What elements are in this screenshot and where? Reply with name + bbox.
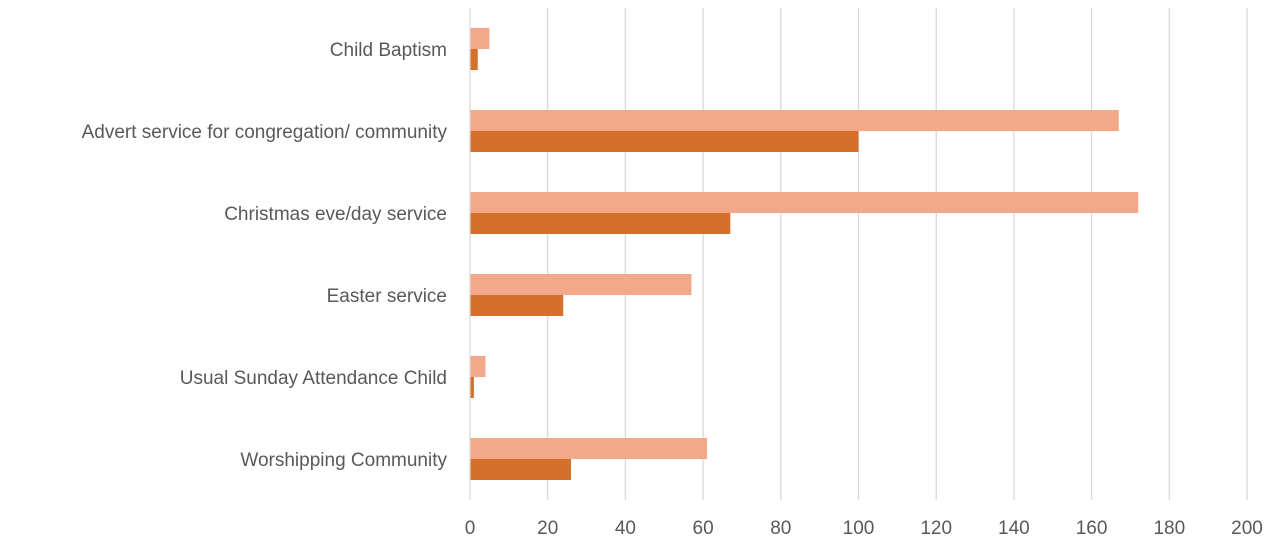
- category-label: Child Baptism: [330, 40, 447, 61]
- bar-series-2-6: [470, 459, 572, 480]
- x-tick-label: 180: [1153, 518, 1185, 539]
- category-labels: Child Baptism Advert service for congrega…: [82, 40, 448, 471]
- bar-series-1-2: [470, 110, 1119, 131]
- x-tick-labels: 0 20 40 60 80 100 120 140 160 180 200: [465, 518, 1263, 539]
- category-label: Easter service: [327, 286, 447, 307]
- x-tick-label: 120: [920, 518, 952, 539]
- category-label: Usual Sunday Attendance Child: [180, 368, 447, 389]
- category-label: Christmas eve/day service: [224, 204, 447, 225]
- x-tick-label: 20: [537, 518, 558, 539]
- x-tick-label: 40: [615, 518, 636, 539]
- bar-series-2-1: [470, 49, 478, 70]
- bar-series-1-1: [470, 28, 490, 49]
- bar-series-2-5: [470, 377, 474, 398]
- bar-series-1-6: [470, 438, 707, 459]
- category-label: Advert service for congregation/ communi…: [82, 122, 448, 143]
- bar-series-1-3: [470, 192, 1139, 213]
- bar-series-1-4: [470, 274, 692, 295]
- x-tick-label: 60: [693, 518, 714, 539]
- category-label: Worshipping Community: [240, 450, 447, 471]
- bar-series-1-5: [470, 356, 486, 377]
- x-tick-label: 160: [1076, 518, 1108, 539]
- x-tick-label: 100: [843, 518, 875, 539]
- gridlines: [547, 8, 1248, 500]
- x-tick-label: 80: [770, 518, 791, 539]
- bar-series-2-4: [470, 295, 564, 316]
- x-tick-label: 0: [465, 518, 476, 539]
- x-tick-label: 200: [1231, 518, 1263, 539]
- x-tick-label: 140: [998, 518, 1030, 539]
- bar-series-2-2: [470, 131, 859, 152]
- bars: [470, 28, 1139, 480]
- bar-series-2-3: [470, 213, 731, 234]
